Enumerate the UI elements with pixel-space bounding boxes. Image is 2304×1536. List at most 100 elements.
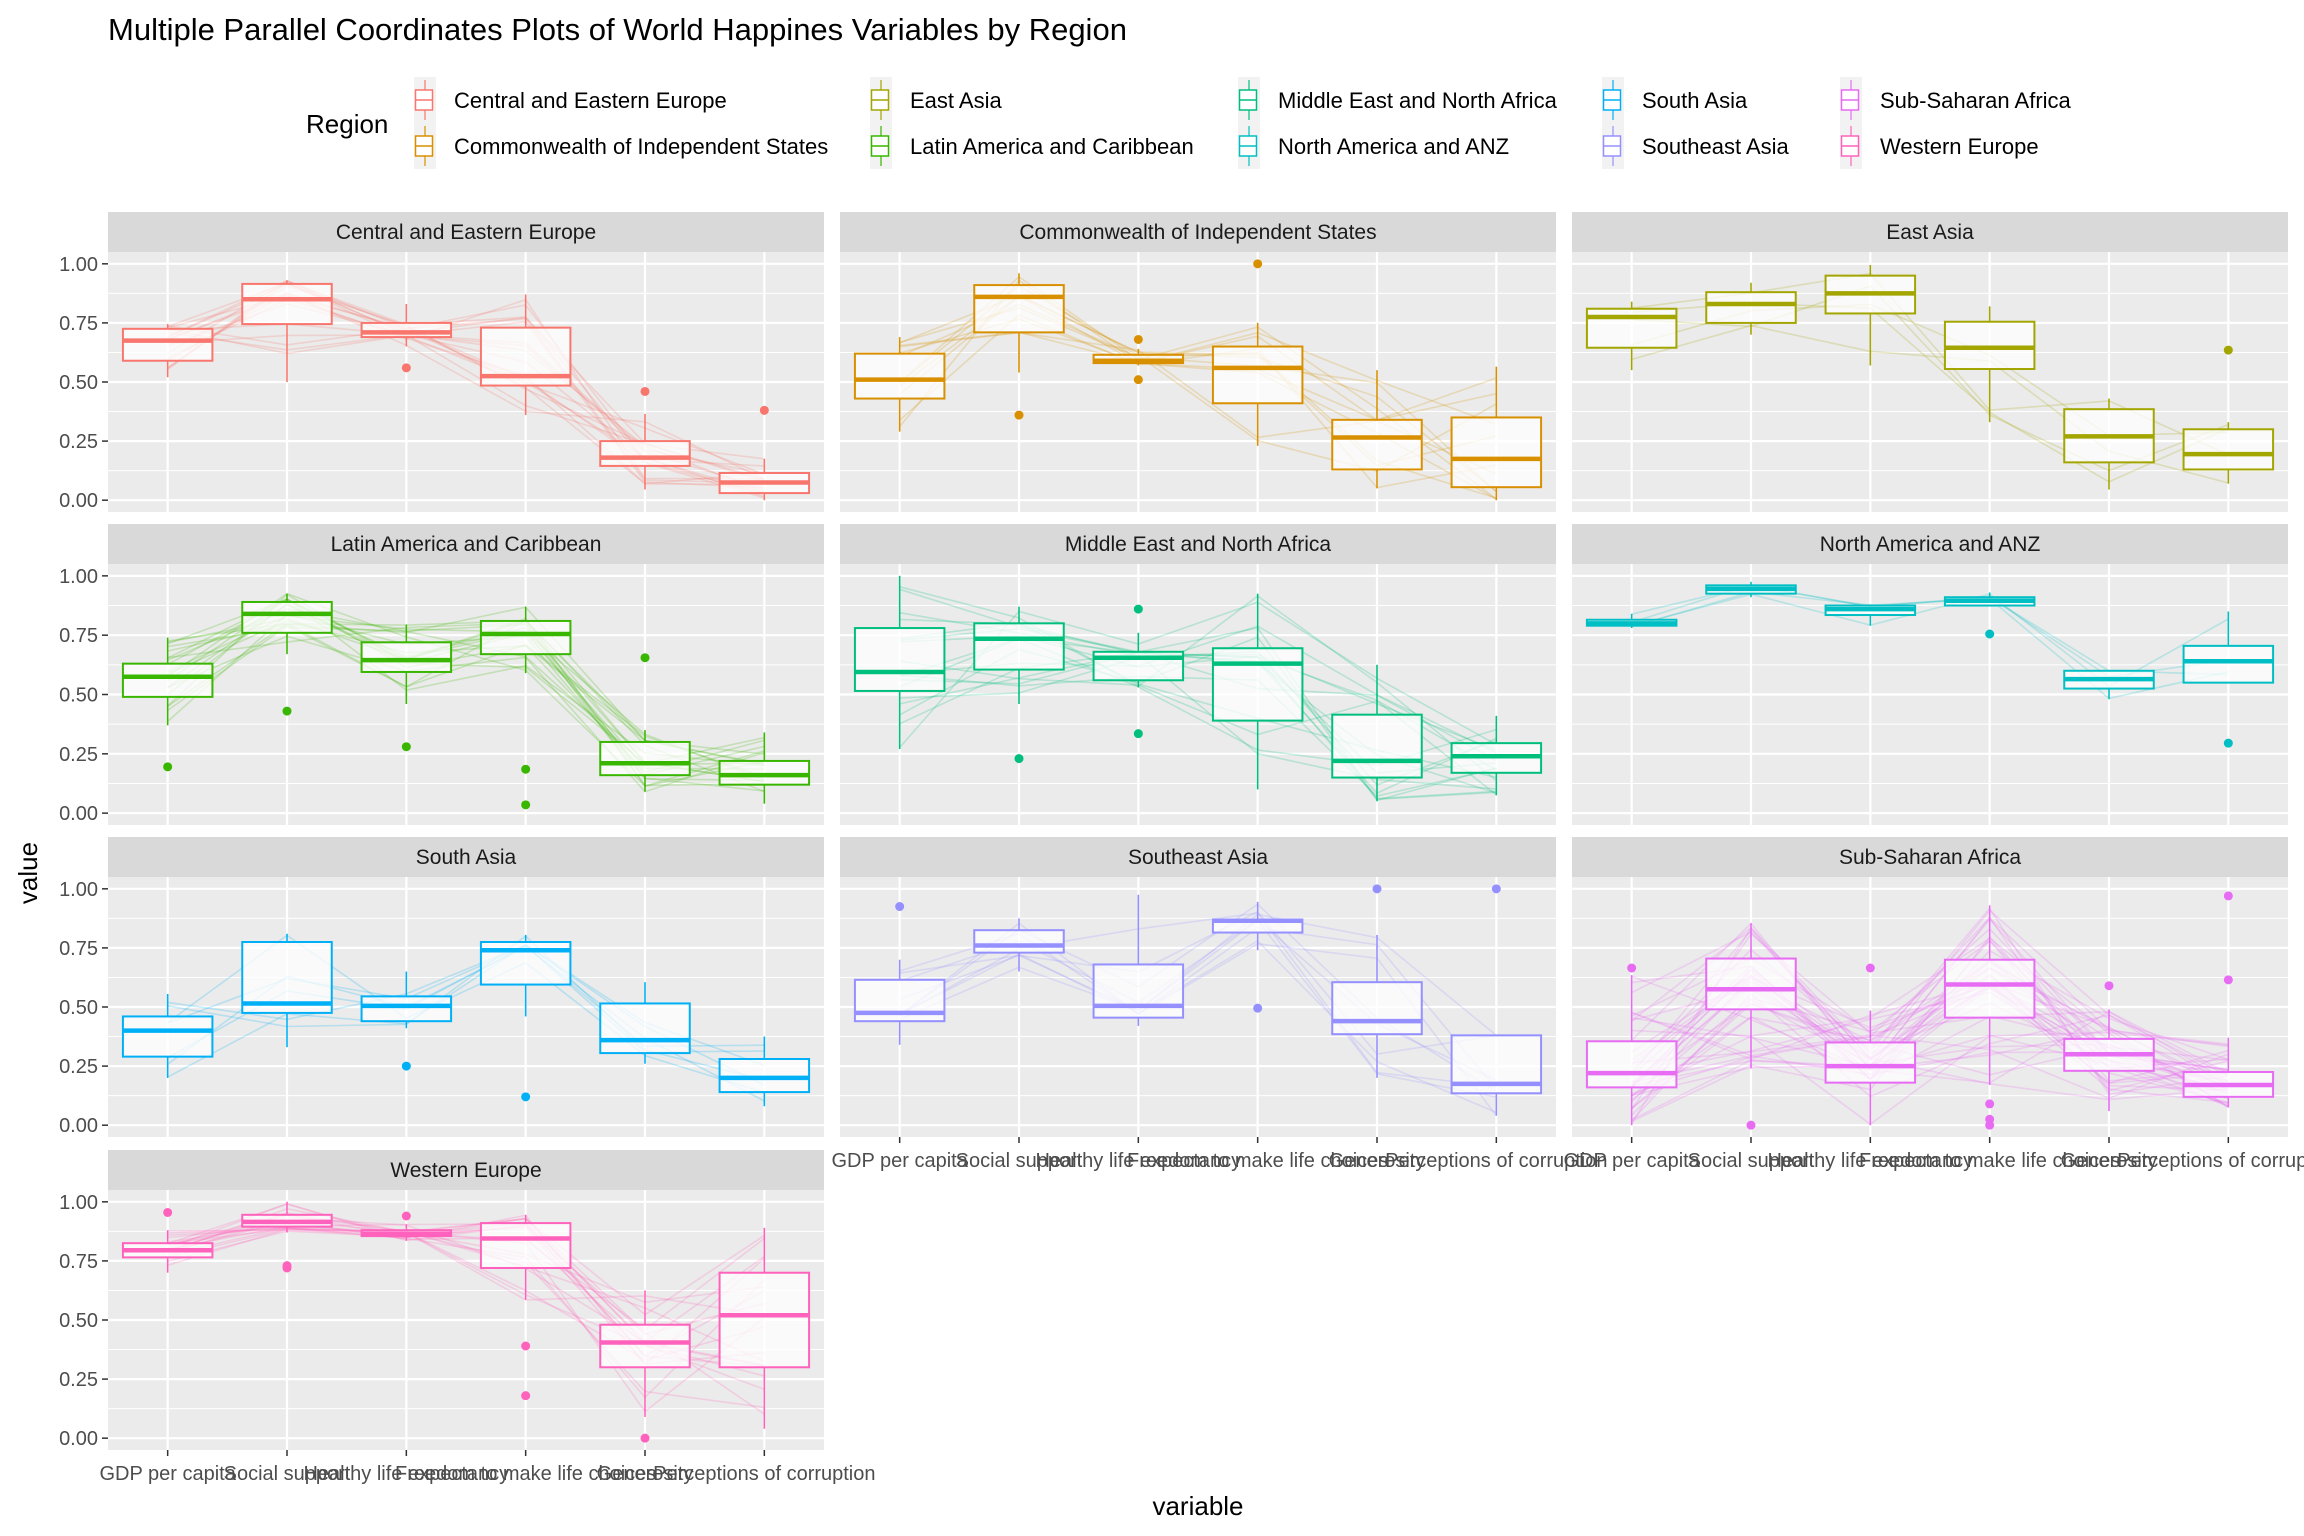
outlier-point bbox=[2104, 981, 2114, 991]
boxplot-generosity bbox=[1331, 884, 1423, 1078]
outlier-point bbox=[2223, 891, 2233, 901]
facet-panel: Commonwealth of Independent States bbox=[840, 212, 1556, 512]
boxplot-social-support bbox=[1705, 282, 1797, 335]
parallel-line bbox=[899, 913, 1497, 1037]
y-tick-label: 0.25 bbox=[59, 431, 98, 453]
legend-key-boxplot-icon bbox=[414, 126, 434, 166]
outlier-point bbox=[1985, 1120, 1995, 1130]
facet-strip bbox=[108, 1150, 824, 1190]
y-tick-label: 0.50 bbox=[59, 1310, 98, 1332]
x-tick-label: Social support bbox=[224, 1463, 351, 1485]
y-tick-label: 0.75 bbox=[59, 938, 98, 960]
y-tick-label: 0.00 bbox=[59, 803, 98, 825]
facet-panel: Central and Eastern Europe 0.00 0.25 0.50 0.… bbox=[59, 212, 824, 512]
x-tick-label: Generosity bbox=[2061, 1150, 2158, 1172]
y-tick-label: 0.75 bbox=[59, 1251, 98, 1273]
box-iqr bbox=[479, 619, 572, 656]
y-axis-title: value bbox=[13, 842, 43, 904]
boxplot-generosity bbox=[599, 982, 691, 1064]
legend-label: Sub-Saharan Africa bbox=[1880, 88, 2072, 113]
outlier-point bbox=[521, 764, 531, 774]
boxplot-social-support bbox=[241, 933, 333, 1048]
box-iqr bbox=[973, 622, 1065, 671]
outlier-point bbox=[521, 800, 531, 810]
boxplot-gdp-per-capita bbox=[853, 575, 946, 750]
parallel-line bbox=[899, 912, 1497, 1088]
boxplot-healthy-life-expectancy bbox=[1824, 604, 1917, 626]
x-tick-label: GDP per capita bbox=[1563, 1150, 1700, 1172]
facet-strip-label: Southeast Asia bbox=[1128, 846, 1268, 869]
facet-strip bbox=[1572, 524, 2288, 564]
box-iqr bbox=[599, 440, 691, 467]
outlier-point bbox=[401, 1061, 411, 1071]
facet-strip-label: Commonwealth of Independent States bbox=[1019, 221, 1376, 244]
facet-panel: Middle East and North Africa bbox=[840, 524, 1556, 825]
facet-strip-label: East Asia bbox=[1886, 221, 1974, 244]
outlier-point bbox=[895, 902, 905, 912]
facet-strip-label: Latin America and Caribbean bbox=[331, 533, 602, 556]
legend-key-boxplot-icon bbox=[870, 80, 890, 120]
parallel-line bbox=[899, 586, 1497, 782]
facet-panel: Western Europe 0.00 0.25 0.50 0.75 1.00 GDP pe… bbox=[59, 1150, 876, 1485]
boxplot-healthy-life-expectancy bbox=[1824, 963, 1917, 1126]
boxplot-perceptions-of-corruption bbox=[718, 405, 811, 501]
box-iqr bbox=[973, 929, 1065, 954]
legend-label: South Asia bbox=[1642, 88, 1748, 113]
boxplot-gdp-per-capita bbox=[121, 637, 214, 772]
legend-label: Latin America and Caribbean bbox=[910, 134, 1194, 159]
legend-key-boxplot-icon bbox=[870, 126, 890, 166]
parallel-line bbox=[1631, 1034, 2229, 1100]
legend-key-boxplot-icon bbox=[1238, 80, 1258, 120]
y-tick-label: 0.00 bbox=[59, 1115, 98, 1137]
boxplot-gdp-per-capita bbox=[121, 324, 214, 378]
outlier-point bbox=[1014, 754, 1024, 764]
x-tick-label: Freedom to make life choices bbox=[1127, 1150, 1388, 1172]
x-tick-label: Perceptions of corruption bbox=[1385, 1150, 1607, 1172]
box-iqr bbox=[1705, 957, 1797, 1011]
x-tick-label: Freedom to make life choices bbox=[1859, 1150, 2120, 1172]
legend-item: Central and Eastern Europe bbox=[414, 77, 727, 123]
boxplot-social-support bbox=[241, 593, 333, 716]
parallel-line bbox=[167, 1228, 765, 1316]
box-iqr bbox=[1585, 307, 1678, 349]
box-iqr bbox=[1331, 418, 1423, 471]
parallel-line bbox=[1631, 991, 2229, 1105]
boxplot-healthy-life-expectancy bbox=[360, 304, 453, 373]
parallel-line bbox=[1631, 938, 2229, 1101]
y-tick-label: 1.00 bbox=[59, 254, 98, 276]
parallel-line bbox=[167, 934, 765, 1081]
outlier-point bbox=[2223, 975, 2233, 985]
outlier-point bbox=[640, 1433, 650, 1443]
boxplot-perceptions-of-corruption bbox=[718, 732, 811, 804]
outlier-point bbox=[1253, 1003, 1263, 1013]
box-iqr bbox=[121, 1015, 214, 1058]
boxplot-healthy-life-expectancy bbox=[1092, 894, 1185, 1026]
boxplot-freedom-to-make-life-choices bbox=[1943, 905, 2036, 1130]
outlier-point bbox=[759, 405, 769, 415]
boxplot-gdp-per-capita bbox=[853, 337, 946, 432]
box-iqr bbox=[1092, 963, 1185, 1019]
x-tick-label: Healthy life expectancy bbox=[1035, 1150, 1241, 1172]
parallel-line bbox=[899, 651, 1497, 795]
y-tick-label: 0.75 bbox=[59, 625, 98, 647]
facet-panel: South Asia 0.00 0.25 0.50 0.75 1.00 bbox=[59, 837, 824, 1137]
parallel-line bbox=[167, 635, 765, 793]
box-iqr bbox=[2182, 644, 2275, 684]
box-iqr bbox=[1943, 958, 2036, 1019]
boxplot-freedom-to-make-life-choices bbox=[1211, 593, 1304, 790]
chart-title: Multiple Parallel Coordinates Plots of W… bbox=[108, 12, 1127, 47]
facet-strip-label: South Asia bbox=[416, 846, 517, 869]
parallel-line bbox=[1631, 961, 2229, 1110]
x-tick-label: Freedom to make life choices bbox=[395, 1463, 656, 1485]
legend-item: Western Europe bbox=[1840, 123, 2039, 169]
x-tick-label: GDP per capita bbox=[831, 1150, 968, 1172]
parallel-line bbox=[1631, 992, 2229, 1122]
legend-key-boxplot-icon bbox=[1238, 126, 1258, 166]
boxplot-generosity bbox=[1331, 664, 1423, 802]
legend-label: North America and ANZ bbox=[1278, 134, 1509, 159]
boxplot-healthy-life-expectancy bbox=[1092, 334, 1185, 385]
box-iqr bbox=[853, 352, 946, 400]
outlier-point bbox=[1133, 604, 1143, 614]
legend-label: Commonwealth of Independent States bbox=[454, 134, 828, 159]
